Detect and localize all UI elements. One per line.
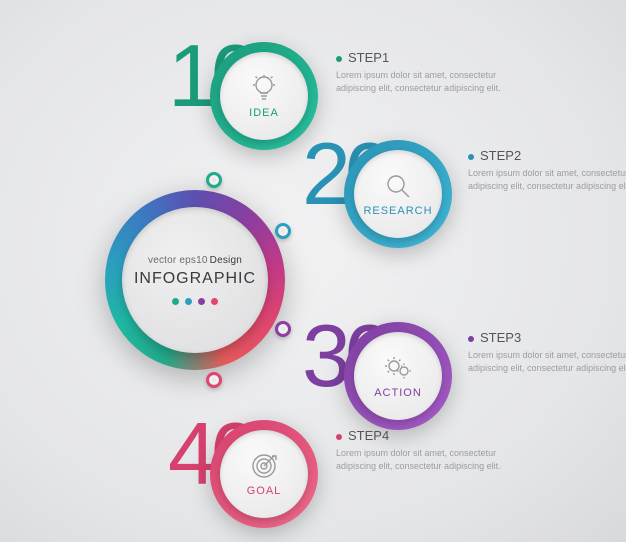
step-disc-1: IDEA	[220, 52, 308, 140]
step-text-3: STEP3 Lorem ipsum dolor sit amet, consect…	[468, 330, 626, 375]
hub-dots	[172, 298, 218, 305]
step-title-dot-4	[336, 434, 342, 440]
bulb-icon	[249, 73, 279, 103]
step-disc-2: RESEARCH	[354, 150, 442, 238]
hub-dot-4	[211, 298, 218, 305]
step-label-4: GOAL	[247, 485, 282, 497]
hub-dot-1	[172, 298, 179, 305]
step-title-3: STEP3	[468, 330, 626, 345]
infographic-stage: vector eps10Design INFOGRAPHIC 10IDEASTE…	[0, 0, 626, 542]
step-disc-3: ACTION	[354, 332, 442, 420]
step-title-text-1: STEP1	[348, 50, 389, 65]
hub-dot-3	[198, 298, 205, 305]
step-title-dot-1	[336, 56, 342, 62]
step-body-4: Lorem ipsum dolor sit amet, consectetur …	[336, 447, 506, 473]
step-title-text-4: STEP4	[348, 428, 389, 443]
step-text-2: STEP2 Lorem ipsum dolor sit amet, consect…	[468, 148, 626, 193]
hub-connector-3	[275, 321, 291, 337]
step-text-1: STEP1 Lorem ipsum dolor sit amet, consect…	[336, 50, 506, 95]
step-title-text-2: STEP2	[480, 148, 521, 163]
step-title-1: STEP1	[336, 50, 506, 65]
step-title-4: STEP4	[336, 428, 506, 443]
step-title-dot-3	[468, 336, 474, 342]
step-title-2: STEP2	[468, 148, 626, 163]
step-title-dot-2	[468, 154, 474, 160]
hub-subtitle: vector eps10Design	[148, 255, 242, 266]
step-body-1: Lorem ipsum dolor sit amet, consectetur …	[336, 69, 506, 95]
hub-title: INFOGRAPHIC	[134, 270, 256, 288]
hub-dot-2	[185, 298, 192, 305]
step-text-4: STEP4 Lorem ipsum dolor sit amet, consect…	[336, 428, 506, 473]
hub-subtitle-prefix: vector eps10	[148, 255, 208, 266]
step-circle-2: RESEARCH	[344, 140, 452, 248]
step-title-text-3: STEP3	[480, 330, 521, 345]
step-circle-3: ACTION	[344, 322, 452, 430]
step-disc-4: GOAL	[220, 430, 308, 518]
target-icon	[249, 451, 279, 481]
hub-subtitle-suffix: Design	[210, 255, 242, 266]
step-label-1: IDEA	[249, 107, 279, 119]
hub-connector-1	[206, 172, 222, 188]
hub-connector-4	[206, 372, 222, 388]
gears-icon	[383, 353, 413, 383]
magnifier-icon	[383, 171, 413, 201]
step-label-2: RESEARCH	[363, 205, 432, 217]
hub-inner: vector eps10Design INFOGRAPHIC	[122, 207, 268, 353]
hub-connector-2	[275, 223, 291, 239]
step-body-3: Lorem ipsum dolor sit amet, consectetur …	[468, 349, 626, 375]
step-body-2: Lorem ipsum dolor sit amet, consectetur …	[468, 167, 626, 193]
step-label-3: ACTION	[374, 387, 422, 399]
step-circle-4: GOAL	[210, 420, 318, 528]
